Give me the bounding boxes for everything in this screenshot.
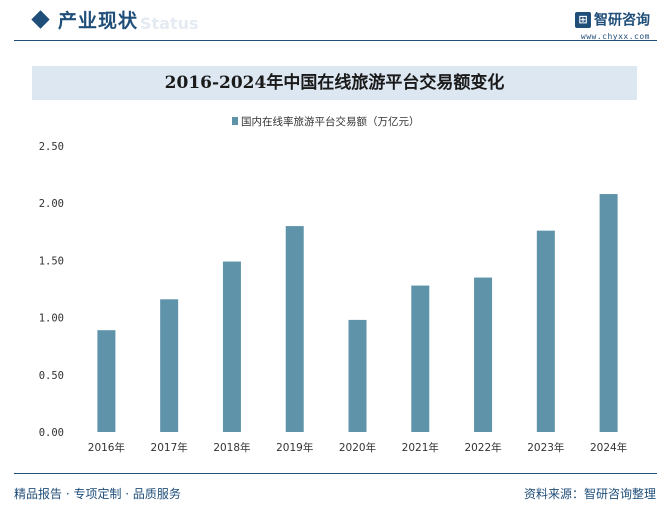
brand-logo: ⊞ 智研咨询 www.chyxx.com	[575, 9, 650, 41]
logo-icon: ⊞	[575, 11, 591, 28]
data-source: 资料来源：智研咨询整理	[523, 487, 656, 501]
bar	[348, 319, 367, 432]
bar-chart: 国内在线率旅游平台交易额（万亿元） 0.00 0.50 1.00 1.50 2.00 2.5…	[39, 115, 628, 454]
x-tick-label: 2018年	[213, 441, 250, 454]
x-tick-label: 2024年	[590, 441, 627, 454]
legend-label: 国内在线率旅游平台交易额（万亿元）	[241, 115, 420, 128]
x-tick-label: 2022年	[464, 441, 501, 454]
x-tick-label: 2023年	[527, 441, 564, 454]
page-header: 产业现状 Status ⊞ 智研咨询 www.chyxx.com	[0, 0, 670, 44]
y-tick-label: 1.00	[39, 313, 64, 325]
x-tick-label: 2020年	[339, 441, 376, 454]
bar	[599, 194, 618, 432]
bar	[97, 330, 116, 432]
bar	[285, 226, 304, 432]
x-tick-label: 2016年	[88, 441, 125, 454]
x-tick-label: 2021年	[402, 441, 439, 454]
chart-title: 2016-2024年中国在线旅游平台交易额变化	[164, 73, 505, 93]
bar	[411, 285, 430, 432]
y-tick-label: 1.50	[39, 255, 64, 267]
watermark-text: Status	[140, 14, 199, 33]
legend-swatch	[232, 117, 238, 125]
bar	[222, 261, 241, 432]
x-tick-label: 2017年	[151, 441, 188, 454]
section-title: 产业现状	[58, 10, 139, 32]
logo-name: 智研咨询	[594, 12, 650, 29]
bar	[536, 230, 555, 432]
chart-title-box: 2016-2024年中国在线旅游平台交易额变化	[32, 66, 637, 100]
footer-divider	[14, 473, 657, 474]
bar	[160, 299, 179, 432]
logo-url: www.chyxx.com	[580, 31, 650, 41]
y-tick-label: 0.50	[39, 370, 64, 382]
header-divider	[14, 40, 657, 41]
y-tick-label: 0.00	[39, 427, 64, 439]
bar	[474, 277, 493, 432]
diamond-icon	[31, 10, 50, 29]
footer-tagline: 精品报告 · 专项定制 · 品质服务	[14, 487, 181, 501]
y-tick-label: 2.50	[39, 141, 64, 153]
x-tick-label: 2019年	[276, 441, 313, 454]
y-tick-label: 2.00	[39, 198, 64, 210]
